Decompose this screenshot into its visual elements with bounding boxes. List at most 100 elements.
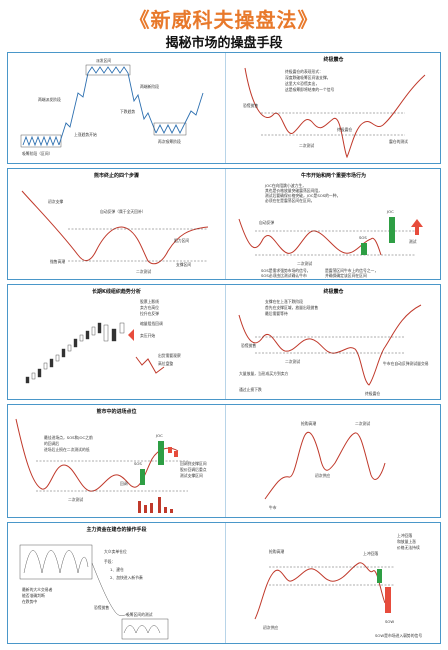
label-pressure: 卖压开始 bbox=[140, 333, 155, 338]
panel-entry: 熊市中的进场点位 最佳进场点，SOS和JOC之前 的回调后 进场后止损在二次测试… bbox=[8, 405, 226, 517]
panel-title: 长期K线组织趋势分析 bbox=[92, 289, 141, 295]
label-panic: 恐慌抛售 bbox=[94, 605, 109, 610]
note-3: 最后需要等待 bbox=[265, 311, 288, 316]
note-4: 必须在在是震荡区间在区间， bbox=[265, 198, 314, 203]
label-sow2: SOW bbox=[385, 619, 394, 624]
label-shake: 牛市在自动反弹测试量交易 bbox=[383, 361, 429, 366]
note-3: 拉升在反弹 bbox=[140, 311, 159, 316]
bull-start-diagram: JOC在向阻跳小波力生， 其也是价格放量突破震荡区间阻， 测试后要确保价格突破，… bbox=[238, 183, 423, 278]
note-b: 股价回调后重点 bbox=[180, 467, 207, 472]
note-4: 2、加快进入新节奏 bbox=[110, 575, 143, 580]
label-fall: 通过止损下跌 bbox=[239, 387, 262, 392]
note-2: 深度跌破吸筹区间该支撑， bbox=[285, 75, 331, 80]
section-5: 主力资金在建仓的操作手段 大众卖单仓位 手段： 1、建仓 2、加快进入新节奏 最… bbox=[7, 522, 441, 644]
label-spring: 终极震仓 bbox=[337, 127, 352, 132]
section-4: 熊市中的进场点位 最佳进场点，SOS和JOC之前 的回调后 进场后止损在二次测试… bbox=[7, 404, 441, 518]
label-resistance: 阻力区间 bbox=[174, 238, 189, 243]
candlesticks bbox=[25, 322, 125, 384]
label-prelim-support: 初次支撑 bbox=[48, 199, 63, 204]
sow-candle bbox=[385, 587, 391, 613]
upthrust-diagram: 抢购高潮 上冲回落 上冲回落 和放量上涨 价格无法持续 初次供应 SOW SOW… bbox=[254, 533, 422, 638]
label-reaccumulation: 再次吸筹阶段 bbox=[158, 139, 181, 144]
note-3: 这里大众恐慌卖出， bbox=[285, 81, 319, 86]
panel-spring: 终极震仓 终极震仓的表现形式： 深度跌破吸筹区间该支撑， 这里大众恐慌卖出， 这… bbox=[225, 53, 442, 163]
label-sow: 初次供应 bbox=[315, 473, 330, 478]
section-2: 熊市终止的四个步骤 初次支撑 自动反弹（属于全天回补） 抛售高潮 阻力区间 二次… bbox=[7, 168, 441, 280]
sos-candle bbox=[361, 243, 367, 255]
note-1: 股票上影线 bbox=[140, 299, 159, 304]
panel-accumulation: 主力资金在建仓的操作手段 大众卖单仓位 手段： 1、建仓 2、加快进入新节奏 最… bbox=[8, 523, 226, 643]
label-reacc: 两端新阶段 bbox=[140, 84, 159, 89]
label-panic: 恐慌抛售 bbox=[241, 343, 256, 348]
label-upthrust: 上冲回落 bbox=[363, 551, 378, 556]
label-downtrend: 下跌趋势 bbox=[120, 109, 135, 114]
label-joc: JOC bbox=[386, 209, 394, 214]
label-bear: 牛市 bbox=[269, 505, 277, 510]
note-4: 这是吸筹即将结束的一个信号 bbox=[285, 87, 335, 92]
note-2: 其也是价格放量突破震荡区间阻， bbox=[265, 188, 322, 193]
label-st: 二次测试 bbox=[297, 261, 312, 266]
page-subtitle: 揭秘市场的操盘手段 bbox=[165, 36, 283, 51]
panel-bull-start: 牛市开始和两个重要市场行为 JOC在向阻跳小波力生， 其也是价格放量突破震荡区间… bbox=[225, 169, 442, 279]
panel-spring-2: 终极震仓 支撑在在上涨下跌阶段 首先在支撑区域，放量出现抛售 最后需要等待 恐慌… bbox=[225, 285, 442, 399]
left-note-1: 最新的大众交易者 bbox=[22, 587, 53, 592]
page-title: 《新威科夫操盘法》 bbox=[129, 8, 319, 32]
label-st: 二次测试 bbox=[299, 143, 314, 148]
sos-note-2: 是震荡区间牛市上的信号之一， bbox=[325, 268, 378, 273]
joc-candle bbox=[389, 217, 395, 243]
label-climax: 抢购高潮 bbox=[269, 549, 284, 554]
panel-wyckoff-cycle: 派发区间 两端派发阶段 上涨趋势开始 下跌趋势 两端新阶段 吸筹阶段（区间） 再… bbox=[8, 53, 226, 163]
label-support: 支撑区间 bbox=[176, 262, 191, 267]
panel-bear-end: 熊市终止的四个步骤 初次支撑 自动反弹（属于全天回补） 抛售高潮 阻力区间 二次… bbox=[8, 169, 226, 279]
note-4: 缩量阻挡回调 bbox=[140, 321, 163, 326]
sos-note-1: SOS是需求强势市场的信号， bbox=[261, 268, 311, 273]
label-spring: 终极震仓 bbox=[365, 391, 380, 396]
label-bu: 回调 bbox=[120, 481, 128, 486]
label-sos: SOS bbox=[359, 235, 367, 240]
label-exit: 出货需要观察 bbox=[158, 353, 181, 358]
label-distribution: 派发区间 bbox=[96, 58, 111, 63]
label-panic: 恐慌抛售 bbox=[243, 103, 258, 108]
label-uptrend-start: 上涨趋势开始 bbox=[74, 132, 97, 137]
label-accum: 吸筹区间的测试 bbox=[126, 612, 153, 617]
note-1: 最佳进场点，SOS和JOC之前 bbox=[44, 435, 93, 440]
label-ar: 自动反弹（属于全天回补） bbox=[100, 209, 146, 214]
up-arrow-icon bbox=[411, 219, 423, 227]
label-st: 二次测试 bbox=[68, 497, 83, 502]
panel-title: 终极震仓 bbox=[323, 57, 344, 63]
label-markup-phase: 两端派发阶段 bbox=[38, 97, 61, 102]
section-3: 长期K线组织趋势分析 股票上影线 卖方在高位 拉升在反弹 缩量阻挡回调 卖压开始… bbox=[7, 284, 441, 400]
candle-diagram: 股票上影线 卖方在高位 拉升在反弹 缩量阻挡回调 卖压开始 出货需要观察 高位盘… bbox=[25, 299, 181, 384]
label-note: SOW是市场进入弱势的信号 bbox=[375, 633, 422, 638]
distribution-diagram: 抢购高潮 二次测试 初次供应 牛市 bbox=[264, 421, 386, 510]
label-ar: 自动反弹 bbox=[259, 220, 274, 225]
panel-title: 终极震仓 bbox=[323, 289, 344, 295]
left-note-3: 在跌势中 bbox=[22, 599, 37, 604]
note-1: 大众卖单仓位 bbox=[104, 549, 127, 554]
panel-title: 主力资金在建仓的操作手段 bbox=[86, 527, 147, 533]
label-joc: JOC bbox=[155, 433, 163, 438]
note-2: 和放量上涨 bbox=[397, 539, 416, 544]
note-3: 价格无法持续 bbox=[397, 545, 420, 550]
note-1: 支撑在在上涨下跌阶段 bbox=[265, 299, 303, 304]
label-test: 测试 bbox=[409, 239, 417, 244]
label-highs: 高位盘整 bbox=[158, 361, 173, 366]
joc-candle bbox=[158, 441, 164, 465]
green-candle bbox=[377, 569, 382, 583]
label-note: 大量放量，当形成买方到卖方 bbox=[239, 371, 289, 376]
label-sc: 抛售高潮 bbox=[50, 259, 65, 264]
note-a: 回调到支撑区间 bbox=[180, 461, 207, 466]
panel-title: 牛市开始和两个重要市场行为 bbox=[300, 173, 366, 179]
note-c: 测试支撑区间 bbox=[180, 473, 203, 478]
accumulation-diagram: 大众卖单仓位 手段： 1、建仓 2、加快进入新节奏 最新的大众交易者 能否准确判… bbox=[19, 544, 169, 640]
sos-candle bbox=[140, 469, 145, 485]
label-st: 二次测试 bbox=[355, 421, 370, 426]
note-2: 的回调后 bbox=[44, 441, 59, 446]
note-1: 上冲回落 bbox=[397, 533, 412, 538]
label-sos: SOS bbox=[134, 461, 142, 466]
note-2: 首先在支撑区域，放量出现抛售 bbox=[265, 305, 318, 310]
label-st: 二次测试 bbox=[136, 269, 151, 274]
note-2: 手段： bbox=[104, 559, 115, 564]
wyckoff-cycle-diagram: 派发区间 两端派发阶段 上涨趋势开始 下跌趋势 两端新阶段 吸筹阶段（区间） 再… bbox=[20, 58, 204, 156]
sos-note-3: SOS必须由比测试确认牛市 bbox=[261, 273, 307, 278]
